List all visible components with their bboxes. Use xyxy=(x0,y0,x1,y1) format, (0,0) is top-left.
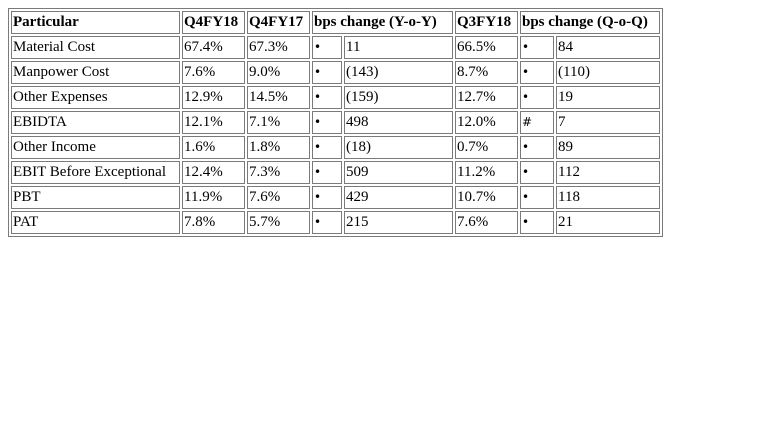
cell-bps-change-yoy: (159) xyxy=(344,86,453,109)
cell-q4fy17: 1.8% xyxy=(247,136,310,159)
cell-q4fy17: 9.0% xyxy=(247,61,310,84)
table-row: EBIT Before Exceptional 12.4% 7.3% • 509 11.2… xyxy=(11,161,660,184)
table-row: PBT 11.9% 7.6% • 429 10.7% • 118 xyxy=(11,186,660,209)
header-q4fy17: Q4FY17 xyxy=(247,11,310,34)
cell-yoy-marker: • xyxy=(312,36,342,59)
table-row: Manpower Cost 7.6% 9.0% • (143) 8.7% • (110) xyxy=(11,61,660,84)
cell-qoq-marker: • xyxy=(520,36,554,59)
cell-q4fy18: 12.1% xyxy=(182,111,245,134)
table-row: EBIDTA 12.1% 7.1% • 498 12.0% #7 xyxy=(11,111,660,134)
cell-qoq-marker: • xyxy=(520,186,554,209)
cell-particular: PAT xyxy=(11,211,180,234)
cell-q3fy18: 10.7% xyxy=(455,186,518,209)
cell-q4fy17: 5.7% xyxy=(247,211,310,234)
cell-bps-change-yoy: 509 xyxy=(344,161,453,184)
cell-q4fy18: 12.4% xyxy=(182,161,245,184)
cell-bps-change-yoy: 11 xyxy=(344,36,453,59)
table-row: Other Income 1.6% 1.8% • (18) 0.7% • 89 xyxy=(11,136,660,159)
cell-bps-change-yoy: 215 xyxy=(344,211,453,234)
cell-yoy-marker: • xyxy=(312,186,342,209)
financial-ratio-table: Particular Q4FY18 Q4FY17 bps change (Y-o… xyxy=(8,8,663,237)
cell-yoy-marker: • xyxy=(312,211,342,234)
cell-qoq-marker: • xyxy=(520,86,554,109)
table-body: Material Cost 67.4% 67.3% • 11 66.5% • 84 Manpow… xyxy=(11,36,660,234)
cell-qoq-marker: • xyxy=(520,61,554,84)
cell-bps-change-yoy: (18) xyxy=(344,136,453,159)
cell-bps-change-qoq: 7 xyxy=(556,111,660,134)
header-bps-change-qoq: bps change (Q-o-Q) xyxy=(520,11,660,34)
cell-q3fy18: 12.7% xyxy=(455,86,518,109)
cell-particular: PBT xyxy=(11,186,180,209)
cell-q4fy18: 11.9% xyxy=(182,186,245,209)
cell-bps-change-yoy: (143) xyxy=(344,61,453,84)
cell-q3fy18: 0.7% xyxy=(455,136,518,159)
cell-bps-change-qoq: 89 xyxy=(556,136,660,159)
cell-q3fy18: 66.5% xyxy=(455,36,518,59)
cell-q4fy18: 12.9% xyxy=(182,86,245,109)
cell-particular: EBIT Before Exceptional xyxy=(11,161,180,184)
cell-q4fy17: 7.6% xyxy=(247,186,310,209)
cell-yoy-marker: • xyxy=(312,161,342,184)
cell-yoy-marker: • xyxy=(312,61,342,84)
header-q3fy18: Q3FY18 xyxy=(455,11,518,34)
cell-q4fy18: 67.4% xyxy=(182,36,245,59)
cell-q3fy18: 12.0% xyxy=(455,111,518,134)
cell-qoq-marker: • xyxy=(520,161,554,184)
cell-particular: Other Income xyxy=(11,136,180,159)
cell-bps-change-qoq: 112 xyxy=(556,161,660,184)
cell-q4fy18: 7.8% xyxy=(182,211,245,234)
cell-q4fy18: 1.6% xyxy=(182,136,245,159)
header-q4fy18: Q4FY18 xyxy=(182,11,245,34)
cell-qoq-marker: # xyxy=(520,111,554,134)
cell-bps-change-qoq: 19 xyxy=(556,86,660,109)
cell-yoy-marker: • xyxy=(312,111,342,134)
cell-bps-change-qoq: 21 xyxy=(556,211,660,234)
cell-particular: Material Cost xyxy=(11,36,180,59)
cell-q4fy17: 7.3% xyxy=(247,161,310,184)
cell-q4fy17: 14.5% xyxy=(247,86,310,109)
cell-qoq-marker: • xyxy=(520,136,554,159)
cell-yoy-marker: • xyxy=(312,136,342,159)
cell-qoq-marker: • xyxy=(520,211,554,234)
cell-bps-change-qoq: 118 xyxy=(556,186,660,209)
cell-q3fy18: 7.6% xyxy=(455,211,518,234)
cell-q4fy17: 7.1% xyxy=(247,111,310,134)
header-row: Particular Q4FY18 Q4FY17 bps change (Y-o… xyxy=(11,11,660,34)
financial-table-container: Particular Q4FY18 Q4FY17 bps change (Y-o… xyxy=(8,8,663,237)
cell-bps-change-qoq: 84 xyxy=(556,36,660,59)
table-row: Material Cost 67.4% 67.3% • 11 66.5% • 84 xyxy=(11,36,660,59)
cell-bps-change-yoy: 429 xyxy=(344,186,453,209)
cell-bps-change-qoq: (110) xyxy=(556,61,660,84)
cell-q3fy18: 8.7% xyxy=(455,61,518,84)
table-row: Other Expenses 12.9% 14.5% • (159) 12.7% • 19 xyxy=(11,86,660,109)
cell-q4fy18: 7.6% xyxy=(182,61,245,84)
header-particular: Particular xyxy=(11,11,180,34)
header-bps-change-yoy: bps change (Y-o-Y) xyxy=(312,11,453,34)
table-row: PAT 7.8% 5.7% • 215 7.6% • 21 xyxy=(11,211,660,234)
cell-yoy-marker: • xyxy=(312,86,342,109)
cell-particular: Manpower Cost xyxy=(11,61,180,84)
cell-bps-change-yoy: 498 xyxy=(344,111,453,134)
cell-q4fy17: 67.3% xyxy=(247,36,310,59)
cell-particular: Other Expenses xyxy=(11,86,180,109)
cell-particular: EBIDTA xyxy=(11,111,180,134)
cell-q3fy18: 11.2% xyxy=(455,161,518,184)
